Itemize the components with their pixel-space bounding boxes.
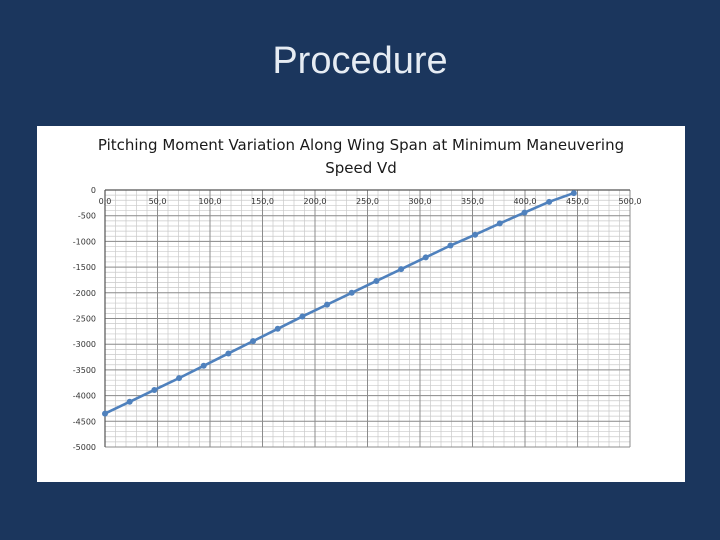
y-tick-label: -3000 — [73, 340, 96, 349]
data-point — [546, 198, 553, 205]
data-point — [176, 375, 183, 382]
x-tick-label: 50,0 — [149, 197, 167, 206]
x-tick-label: 450,0 — [566, 197, 589, 206]
data-point — [274, 325, 281, 332]
x-axis-tick-labels: 0,0 50,0 100,0 150,0 200,0 250,0 300,0 350,0 400… — [99, 197, 642, 206]
data-series — [102, 190, 577, 417]
y-tick-label: 0 — [91, 186, 96, 195]
x-tick-label: 150,0 — [251, 197, 274, 206]
data-point — [324, 301, 331, 308]
data-point — [200, 362, 207, 369]
data-point — [299, 313, 306, 320]
x-tick-label: 300,0 — [409, 197, 432, 206]
data-point — [151, 386, 158, 393]
data-point — [373, 277, 380, 284]
data-point — [496, 220, 503, 227]
data-point — [570, 190, 577, 197]
chart-title: Pitching Moment Variation Along Wing Spa… — [97, 136, 625, 177]
data-point — [521, 209, 528, 216]
x-tick-label: 350,0 — [461, 197, 484, 206]
major-gridlines — [104, 189, 631, 448]
data-point — [102, 410, 108, 417]
line-chart: 0 -500 -1000 -1500 -2000 -2500 -3000 -3500 -4000… — [73, 186, 642, 452]
x-tick-label: 200,0 — [304, 197, 327, 206]
y-tick-label: -5000 — [73, 443, 96, 452]
y-tick-label: -1000 — [73, 237, 96, 246]
data-point — [398, 266, 405, 273]
x-tick-label: 250,0 — [356, 197, 379, 206]
y-tick-label: -1500 — [73, 263, 96, 272]
y-tick-label: -3500 — [73, 366, 96, 375]
x-tick-label: 0,0 — [99, 197, 112, 206]
y-tick-label: -500 — [78, 212, 96, 221]
data-point — [422, 254, 429, 261]
y-tick-label: -2000 — [73, 289, 96, 298]
x-tick-label: 100,0 — [199, 197, 222, 206]
x-tick-label: 500,0 — [619, 197, 642, 206]
y-tick-label: -4500 — [73, 417, 96, 426]
data-point — [126, 398, 133, 405]
x-tick-label: 400,0 — [514, 197, 537, 206]
slide-title: Procedure — [272, 40, 448, 82]
data-point — [225, 350, 232, 357]
data-point — [472, 231, 479, 238]
y-tick-label: -2500 — [73, 315, 96, 324]
data-point — [447, 242, 454, 249]
y-tick-label: -4000 — [73, 392, 96, 401]
y-axis-tick-labels: 0 -500 -1000 -1500 -2000 -2500 -3000 -3500 -4000… — [73, 186, 96, 452]
series-line — [104, 191, 575, 415]
data-point — [348, 289, 355, 296]
chart-panel: Pitching Moment Variation Along Wing Spa… — [37, 126, 685, 482]
data-point — [250, 338, 257, 345]
